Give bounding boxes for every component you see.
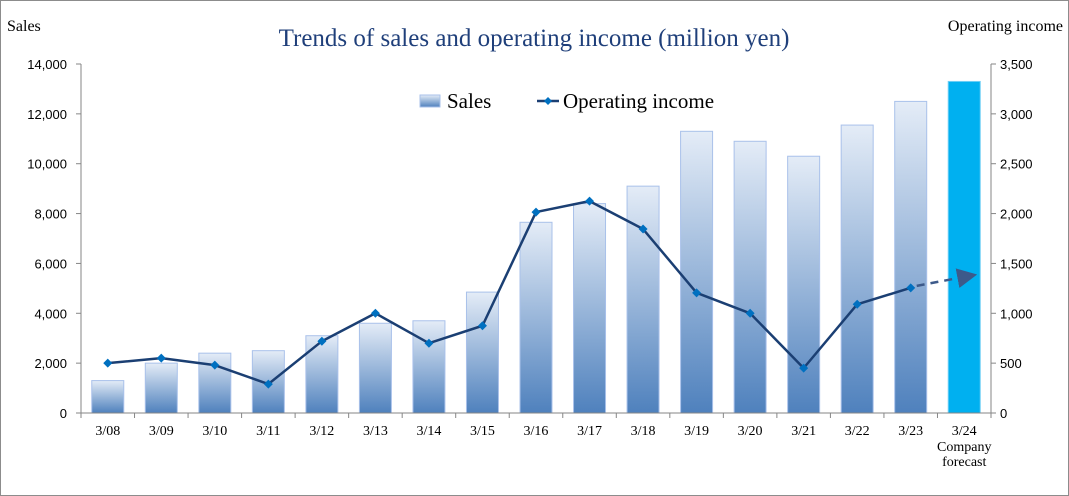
legend: Sales Operating income xyxy=(419,89,714,113)
sales-bar-3/19 xyxy=(680,130,714,414)
x-tick-label: 3/08 xyxy=(95,424,120,439)
sales-bar-3/18 xyxy=(626,185,660,414)
x-tick-label: 3/20 xyxy=(738,424,763,439)
income-marker-3/18 xyxy=(638,224,648,234)
income-marker-3/11 xyxy=(263,379,273,389)
x-tick-label: 3/09 xyxy=(149,424,174,439)
x-tick-label: 3/23 xyxy=(898,424,923,439)
sales-bar-3/24 xyxy=(947,80,981,414)
income-marker-3/22 xyxy=(852,299,862,309)
sales-bar-3/22 xyxy=(840,124,874,414)
x-tick-label: 3/17 xyxy=(577,424,602,439)
sales-bar-3/17 xyxy=(573,203,607,414)
income-marker-3/19 xyxy=(692,288,702,298)
income-marker-3/17 xyxy=(585,196,595,206)
y-left-axis-label: Sales xyxy=(7,18,41,35)
income-marker-3/12 xyxy=(317,336,327,346)
income-marker-3/15 xyxy=(477,321,487,331)
sales-bar-3/23 xyxy=(894,100,928,414)
income-marker-3/16 xyxy=(531,207,541,217)
sales-bar-3/14 xyxy=(412,320,446,414)
income-marker-3/14 xyxy=(424,338,434,348)
x-tick-label: 3/15 xyxy=(470,424,495,439)
x-tick-label: 3/13 xyxy=(363,424,388,439)
y-right-axis-label: Operating income xyxy=(948,18,1063,35)
sales-bar-3/12 xyxy=(305,335,339,414)
y-right-tick-label: 500 xyxy=(1000,356,1022,371)
income-marker-3/23 xyxy=(906,283,916,293)
legend-sales-swatch xyxy=(419,94,441,108)
y-right-tick-label: 2,500 xyxy=(1000,157,1033,172)
sales-bar-3/21 xyxy=(787,155,821,414)
income-marker-3/21 xyxy=(799,363,809,373)
y-right-tick-label: 1,000 xyxy=(1000,306,1033,321)
legend-income-label: Operating income xyxy=(563,89,714,113)
chart-title: Trends of sales and operating income (mi… xyxy=(279,25,790,52)
x-tick-label: 3/14 xyxy=(416,424,441,439)
y-left-tick-label: 6,000 xyxy=(34,256,67,271)
income-marker-3/10 xyxy=(210,360,220,370)
y-left-tick-label: 12,000 xyxy=(27,107,67,122)
y-right-tick-label: 3,000 xyxy=(1000,107,1033,122)
y-left-tick-label: 8,000 xyxy=(34,207,67,222)
x-tick-label: 3/22 xyxy=(845,424,870,439)
y-right-tick-label: 1,500 xyxy=(1000,256,1033,271)
sales-bar-3/09 xyxy=(144,362,178,414)
x-tick-label: 3/12 xyxy=(309,424,334,439)
sales-bar-3/20 xyxy=(733,140,767,414)
x-tick-label: 3/19 xyxy=(684,424,709,439)
income-marker-3/09 xyxy=(156,353,166,363)
x-tick-label: 3/21 xyxy=(791,424,816,439)
y-left-tick-label: 10,000 xyxy=(27,157,67,172)
x-tick-label: 3/18 xyxy=(631,424,656,439)
legend-sales-label: Sales xyxy=(447,89,491,113)
y-left-tick-label: 0 xyxy=(60,406,67,421)
income-marker-3/08 xyxy=(103,358,113,368)
operating-income-line xyxy=(107,199,912,386)
forecast-arrow xyxy=(916,268,978,288)
sales-bar-3/13 xyxy=(358,322,392,414)
sales-bar-3/15 xyxy=(465,291,499,414)
y-right-tick-label: 0 xyxy=(1000,406,1007,421)
x-tick-label: 3/24 xyxy=(952,424,977,439)
y-left-tick-label: 2,000 xyxy=(34,356,67,371)
y-right-tick-label: 2,000 xyxy=(1000,207,1033,222)
legend-income-marker xyxy=(544,97,552,105)
income-marker-3/13 xyxy=(370,308,380,318)
x-tick-sublabel: forecast xyxy=(942,455,986,470)
x-tick-label: 3/16 xyxy=(524,424,549,439)
y-right-tick-label: 3,500 xyxy=(1000,57,1033,72)
x-tick-sublabel: Company xyxy=(937,440,991,455)
sales-bar-3/08 xyxy=(91,380,125,414)
income-marker-3/20 xyxy=(745,308,755,318)
sales-bar-3/16 xyxy=(519,221,553,414)
y-left-tick-label: 4,000 xyxy=(34,306,67,321)
x-tick-label: 3/10 xyxy=(202,424,227,439)
y-left-tick-label: 14,000 xyxy=(27,57,67,72)
x-tick-label: 3/11 xyxy=(256,424,280,439)
